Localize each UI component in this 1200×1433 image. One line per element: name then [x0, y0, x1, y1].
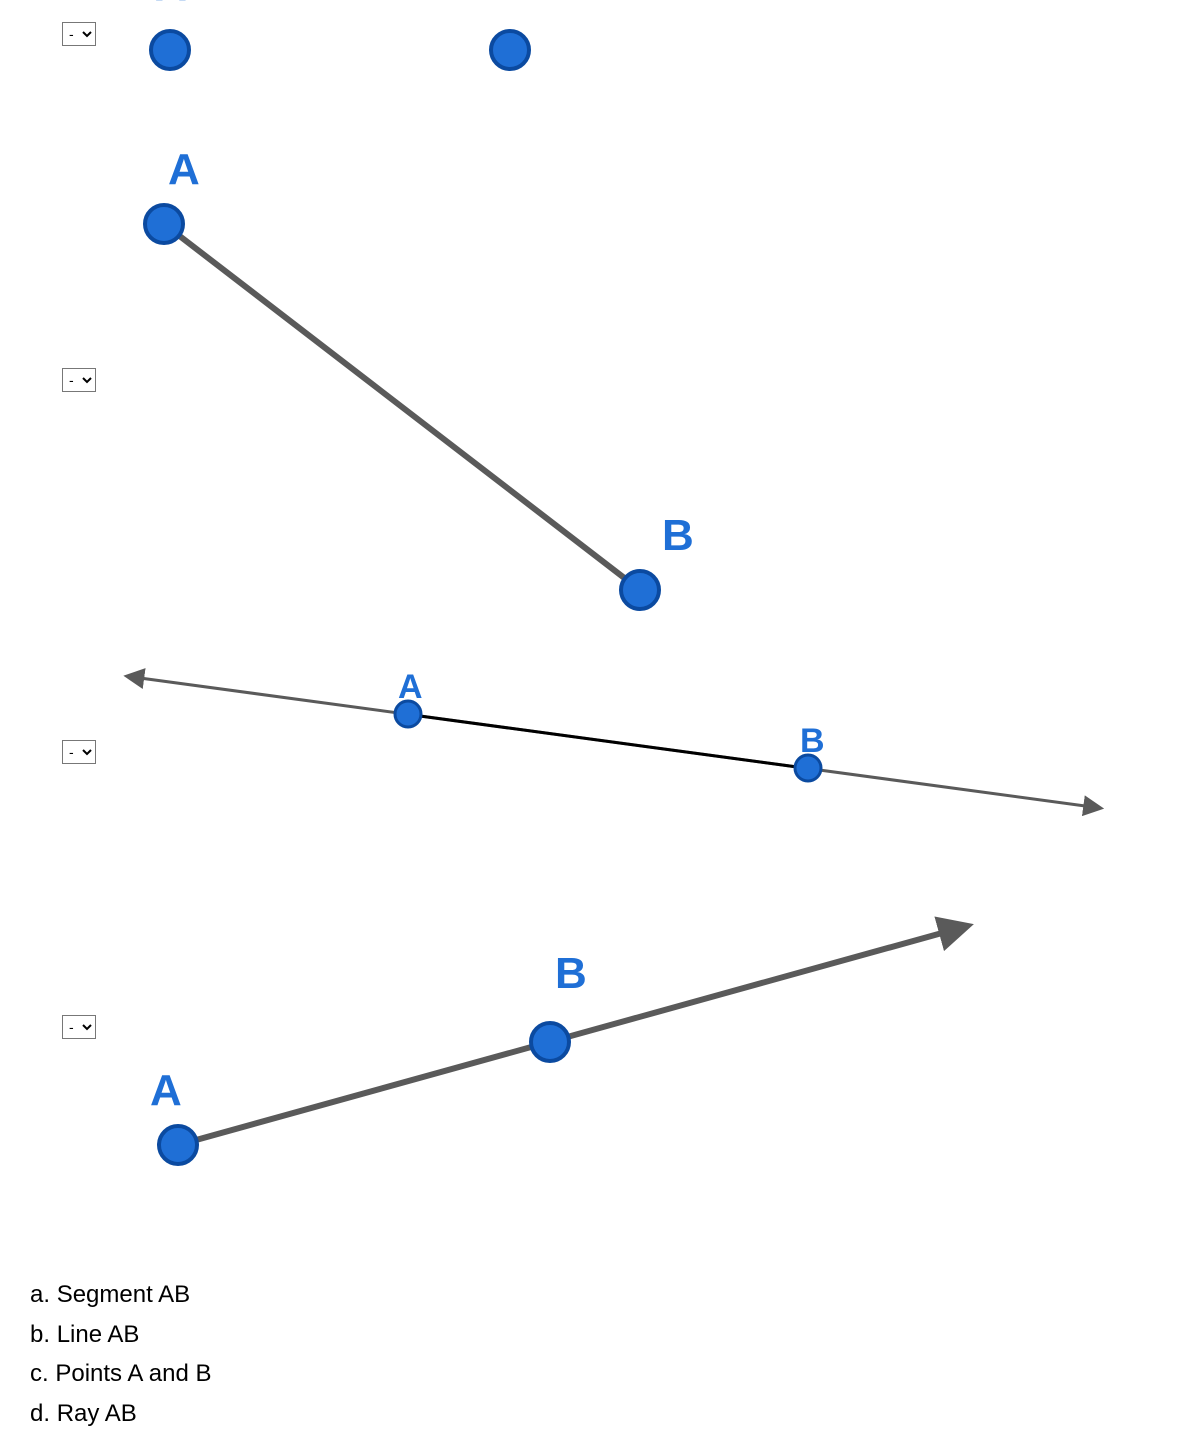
point-b2	[621, 571, 659, 609]
diagram-line: A B	[0, 640, 1200, 840]
point-a1	[151, 31, 189, 69]
answer-list: a. Segment AB b. Line AB c. Points A and…	[30, 1275, 211, 1433]
label-b1: B	[530, 0, 562, 10]
answer-d: d. Ray AB	[30, 1394, 211, 1433]
point-a4	[159, 1126, 197, 1164]
answer-c: c. Points A and B	[30, 1354, 211, 1394]
label-a4: A	[150, 1066, 182, 1115]
label-a2: A	[168, 145, 200, 194]
label-a3: A	[398, 668, 423, 706]
point-b1	[491, 31, 529, 69]
page: -abcd -abcd -abcd -abcd A B A B A B	[0, 0, 1200, 1387]
diagram-ray: B A	[0, 870, 1200, 1220]
diagram-points: A B	[0, 0, 1200, 90]
diagram-segment: A B	[0, 150, 1200, 650]
label-b4: B	[555, 949, 587, 998]
label-a1: A	[155, 0, 187, 10]
line-ab-center	[405, 714, 812, 769]
segment-line	[164, 224, 640, 590]
answer-b: b. Line AB	[30, 1315, 211, 1355]
answer-a: a. Segment AB	[30, 1275, 211, 1315]
label-b3: B	[800, 722, 825, 760]
point-b4	[531, 1023, 569, 1061]
point-a2	[145, 205, 183, 243]
label-b2: B	[662, 511, 694, 560]
